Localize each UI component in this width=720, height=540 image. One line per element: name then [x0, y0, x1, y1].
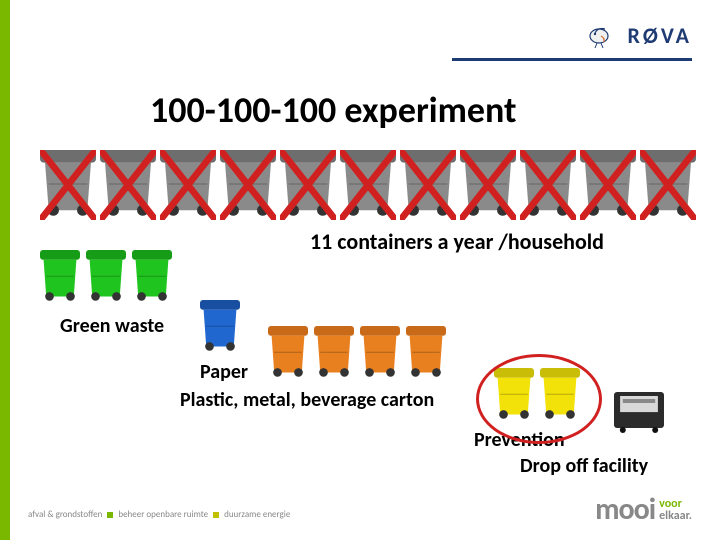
waste-bin-icon — [360, 326, 400, 380]
waste-bin-icon — [340, 150, 396, 220]
waste-bin-icon — [132, 250, 172, 304]
brand-logo: RØVA — [585, 18, 692, 52]
label-paper: Paper — [200, 360, 248, 384]
waste-bin-icon — [400, 150, 456, 220]
slide-title: 100-100-100 experiment — [150, 88, 516, 132]
left-accent-bar — [0, 0, 10, 540]
label-green-waste: Green waste — [60, 314, 164, 338]
waste-bin-icon — [460, 150, 516, 220]
mooi-sub2: elkaar. — [659, 510, 692, 522]
waste-bin-icon — [314, 326, 354, 380]
bin-row — [268, 326, 452, 380]
waste-bin-icon — [406, 326, 446, 380]
footer-item-1: afval & grondstoffen — [28, 509, 102, 520]
waste-bin-icon — [580, 150, 636, 220]
bin-row — [40, 250, 178, 304]
footer-tagline: afval & grondstoffen beheer openbare rui… — [28, 509, 290, 520]
mooi-logo: mooi voor elkaar. — [595, 498, 692, 522]
bin-row — [40, 150, 700, 220]
waste-bin-icon — [40, 150, 96, 220]
waste-bin-icon — [280, 150, 336, 220]
footer-item-3: duurzame energie — [224, 509, 290, 520]
footer-item-2: beheer openbare ruimte — [118, 509, 208, 520]
footer-square-icon — [107, 512, 113, 518]
footer-square-icon — [213, 512, 219, 518]
waste-bin-icon — [100, 150, 156, 220]
bin-row — [200, 300, 246, 354]
prevention-circle — [476, 354, 602, 444]
label-plastic: Plastic, metal, beverage carton — [180, 388, 434, 412]
brand-underline — [452, 58, 692, 61]
waste-bin-icon — [640, 150, 696, 220]
waste-bin-icon — [520, 150, 576, 220]
label-dropoff: Drop off facility — [520, 454, 648, 478]
waste-bin-icon — [200, 300, 240, 354]
waste-bin-icon — [160, 150, 216, 220]
waste-bin-icon — [268, 326, 308, 380]
brand-name: RØVA — [627, 22, 692, 49]
label-crossed: 11 containers a year /household — [310, 228, 604, 255]
mooi-main: mooi — [595, 498, 655, 522]
bird-icon — [585, 18, 619, 52]
dropoff-facility-icon — [612, 388, 666, 434]
waste-bin-icon — [86, 250, 126, 304]
waste-bin-icon — [40, 250, 80, 304]
waste-bin-icon — [220, 150, 276, 220]
